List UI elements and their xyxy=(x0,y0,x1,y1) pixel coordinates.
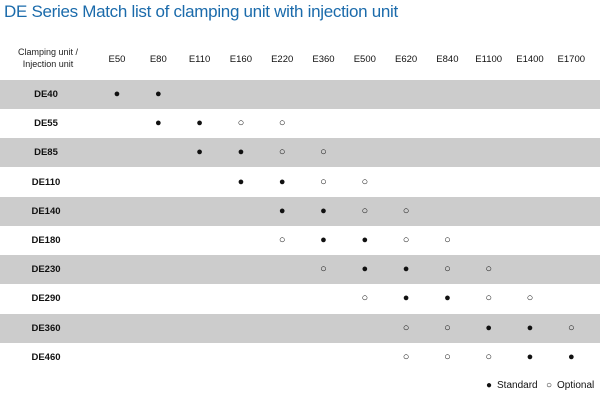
title: DE Series Match list of clamping unit wi… xyxy=(4,2,398,21)
match-symbol: ● xyxy=(196,146,203,159)
match-symbol: ○ xyxy=(361,292,369,305)
column-header: E220 xyxy=(271,54,294,65)
match-symbol: ○ xyxy=(320,146,327,159)
row-label: DE40 xyxy=(34,89,58,100)
column-header: E1400 xyxy=(516,54,544,65)
legend-symbol: ○ xyxy=(546,380,553,391)
row-band xyxy=(0,138,600,168)
column-header: E840 xyxy=(436,54,459,65)
column-header: E360 xyxy=(312,54,335,65)
column-header: E500 xyxy=(353,54,376,65)
match-symbol: ○ xyxy=(278,234,286,246)
match-symbol: ○ xyxy=(402,204,410,217)
match-symbol: ● xyxy=(361,263,369,276)
row-label: DE110 xyxy=(31,176,61,188)
match-symbol: ○ xyxy=(361,204,369,217)
match-symbol: ○ xyxy=(485,350,493,363)
column-header: E1700 xyxy=(557,54,586,65)
match-symbol: ● xyxy=(278,175,286,188)
match-symbol: ● xyxy=(320,204,327,217)
match-symbol: ● xyxy=(444,292,451,305)
match-symbol: ○ xyxy=(444,321,451,334)
column-header: E160 xyxy=(229,54,252,65)
row-label: DE360 xyxy=(31,322,61,334)
match-symbol: ● xyxy=(485,321,493,334)
row-label: DE460 xyxy=(31,351,61,363)
column-header: E1100 xyxy=(475,54,503,65)
match-symbol: ● xyxy=(196,117,203,130)
corner-header: Clamping unit / Injection unit xyxy=(17,47,79,69)
match-symbol: ● xyxy=(237,146,245,159)
match-symbol: ○ xyxy=(402,350,410,363)
match-symbol: ○ xyxy=(402,234,410,246)
match-symbol: ○ xyxy=(237,117,245,130)
match-symbol: ● xyxy=(154,88,162,100)
row-label: DE290 xyxy=(31,293,61,305)
match-symbol: ● xyxy=(154,117,162,130)
row-label: DE180 xyxy=(31,235,61,246)
match-symbol: ○ xyxy=(278,146,286,159)
match-symbol: ○ xyxy=(444,234,451,246)
column-header: E80 xyxy=(149,54,167,65)
row-band xyxy=(0,80,600,109)
match-symbol: ● xyxy=(320,234,327,246)
column-header: E110 xyxy=(188,54,211,65)
legend-label: Standard xyxy=(497,380,538,391)
row-band xyxy=(0,313,600,343)
match-symbol: ● xyxy=(361,234,369,246)
match-symbol: ○ xyxy=(485,292,493,305)
row-label: DE55 xyxy=(34,118,58,130)
match-symbol: ○ xyxy=(361,175,369,188)
match-symbol: ● xyxy=(526,321,534,334)
match-symbol: ● xyxy=(526,350,534,363)
column-header: E50 xyxy=(108,54,126,65)
match-symbol: ○ xyxy=(526,292,534,305)
match-symbol: ● xyxy=(113,88,121,100)
match-symbol: ○ xyxy=(485,263,493,276)
match-symbol: ● xyxy=(278,204,286,217)
match-symbol: ○ xyxy=(320,263,327,276)
match-symbol: ● xyxy=(402,263,410,276)
legend-label: Optional xyxy=(557,380,595,391)
match-symbol: ● xyxy=(402,292,410,305)
legend-symbol: ● xyxy=(486,380,493,391)
match-symbol: ○ xyxy=(444,263,451,276)
match-symbol: ○ xyxy=(278,117,286,130)
row-label: DE85 xyxy=(34,147,58,159)
match-symbol: ○ xyxy=(320,175,327,188)
row-label: DE140 xyxy=(31,205,61,217)
match-symbol: ○ xyxy=(567,321,575,334)
column-header: E620 xyxy=(395,54,418,65)
match-symbol: ○ xyxy=(402,321,410,334)
match-symbol: ● xyxy=(237,175,245,188)
row-label: DE230 xyxy=(31,264,61,276)
match-symbol: ● xyxy=(567,350,575,363)
row-band xyxy=(0,196,600,226)
match-symbol: ○ xyxy=(444,350,451,363)
row-band xyxy=(0,255,600,285)
